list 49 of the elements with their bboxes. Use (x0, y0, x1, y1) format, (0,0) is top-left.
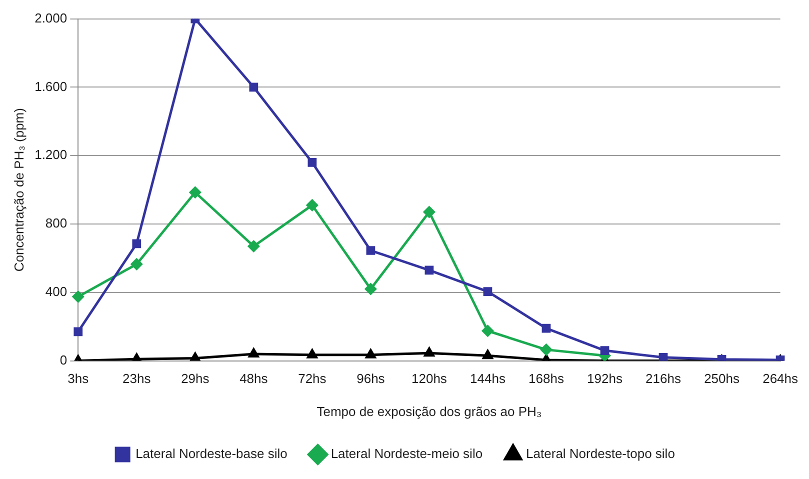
point (540, 344, 552, 356)
point (482, 325, 494, 337)
point (248, 348, 259, 358)
y-tick-label: 1.200 (34, 147, 68, 162)
point (74, 327, 83, 336)
point (130, 258, 142, 270)
y-tick-label: 800 (45, 216, 68, 231)
x-tick-label: 3hs (68, 371, 90, 386)
point (424, 347, 434, 357)
x-tick-label: 120hs (412, 371, 448, 386)
point (132, 353, 142, 361)
y-axis-title: Concentração de PH₃ (ppm) (11, 108, 26, 272)
x-tick-label: 23hs (122, 371, 152, 386)
point (366, 349, 376, 358)
x-tick-label: 192hs (587, 371, 623, 386)
point (307, 349, 318, 358)
point (424, 266, 434, 275)
point (366, 246, 376, 255)
legend-label: Lateral Nordeste-meio silo (330, 446, 483, 462)
point (364, 283, 376, 295)
point (189, 186, 201, 198)
point (542, 324, 551, 333)
x-tick-label: 250hs (704, 371, 740, 386)
legend-label: Lateral Nordeste-base silo (136, 446, 288, 462)
point (190, 352, 200, 361)
point (308, 158, 317, 167)
x-tick-label: 144hs (470, 371, 506, 386)
x-tick-label: 168hs (528, 371, 564, 386)
y-tick-label: 2.000 (34, 10, 68, 26)
y-tick-label: 0 (60, 352, 68, 368)
point (132, 239, 142, 248)
legend-label: Lateral Nordeste-topo silo (526, 446, 675, 462)
x-tick-label: 48hs (240, 371, 268, 386)
point (482, 350, 493, 360)
y-tick-label: 400 (45, 284, 68, 299)
point (600, 346, 610, 355)
x-tick-label: 264hs (762, 371, 798, 386)
point (248, 240, 260, 252)
point (423, 206, 435, 218)
point (483, 287, 492, 296)
y-tick-label: 1.600 (34, 78, 68, 94)
point (72, 290, 84, 302)
point (249, 82, 258, 92)
x-tick-label: 72hs (298, 371, 327, 386)
point (306, 199, 318, 211)
x-axis-title: Tempo de exposição dos grãos ao PH₃ (316, 404, 542, 419)
x-tick-label: 29hs (181, 371, 210, 386)
x-tick-label: 216hs (646, 371, 682, 386)
x-tick-label: 96hs (356, 371, 386, 386)
